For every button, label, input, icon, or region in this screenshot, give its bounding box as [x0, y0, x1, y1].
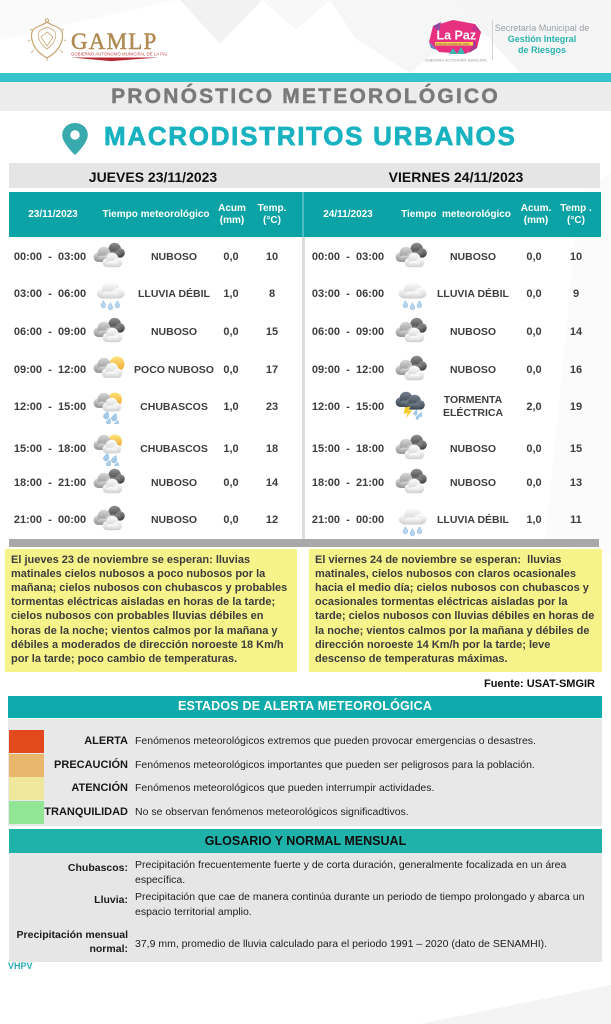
svg-text:GAMLP: GAMLP: [71, 29, 158, 54]
svg-text:La Paz: La Paz: [437, 29, 477, 43]
svg-text:GOBIERNO AUTÓNOMO MUNICIPAL DE: GOBIERNO AUTÓNOMO MUNICIPAL DE LA PAZ: [71, 52, 167, 57]
svg-text:GOBIERNO AUTÓNOMO MUNICIPAL: GOBIERNO AUTÓNOMO MUNICIPAL: [425, 58, 487, 63]
svg-text:CIUDAD MARAVILLOSA: CIUDAD MARAVILLOSA: [436, 42, 469, 46]
